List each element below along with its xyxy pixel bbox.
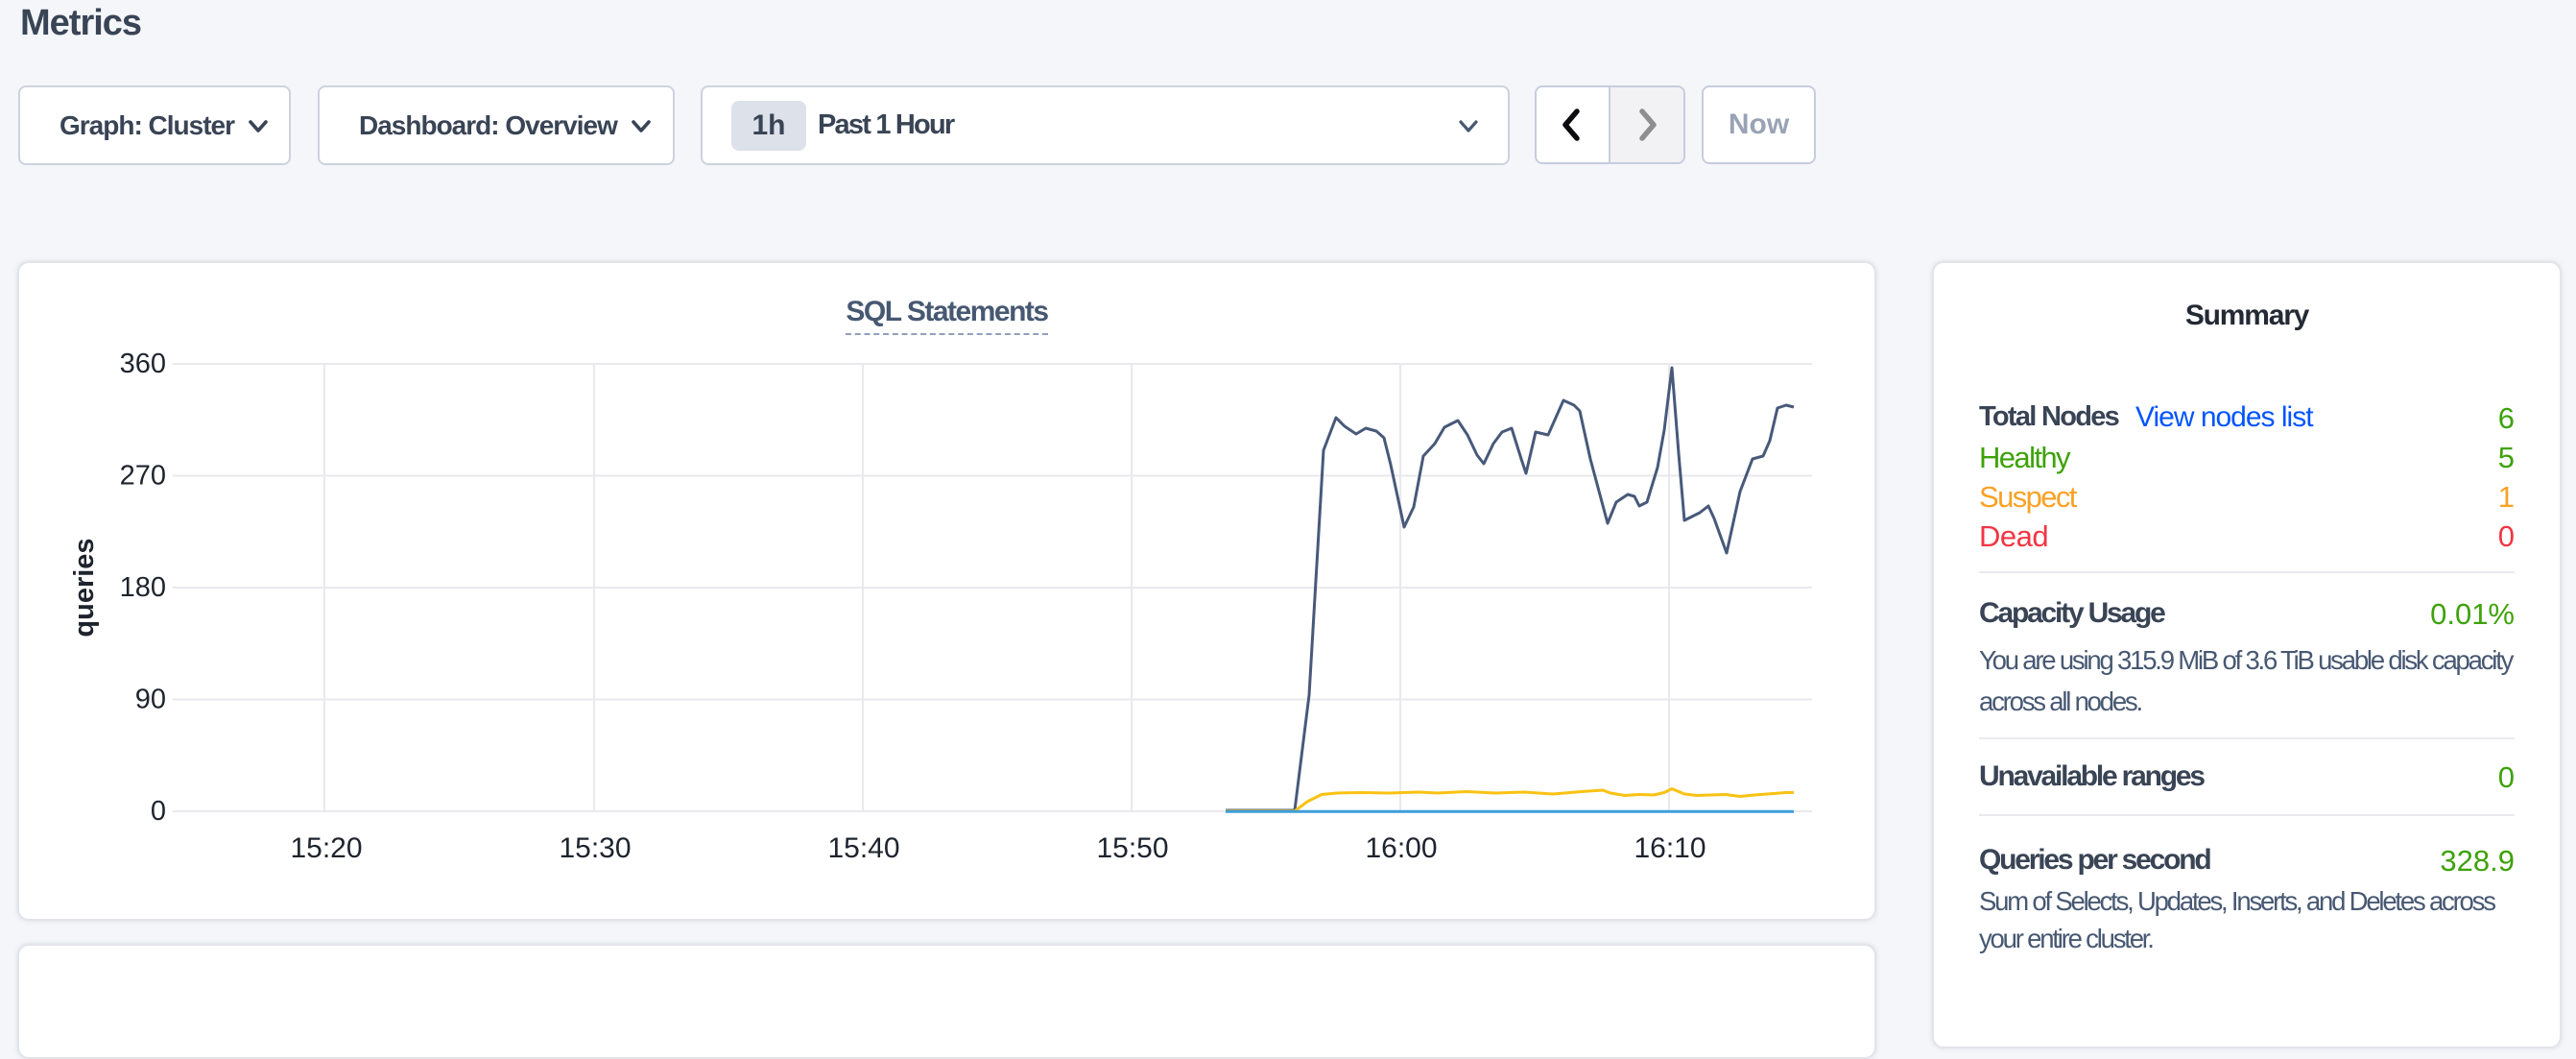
svg-text:15:50: 15:50	[1096, 832, 1168, 864]
svg-text:360: 360	[120, 349, 166, 379]
svg-text:15:30: 15:30	[559, 832, 631, 864]
svg-text:0: 0	[151, 796, 166, 827]
svg-text:270: 270	[120, 461, 166, 492]
svg-text:15:40: 15:40	[827, 832, 899, 864]
svg-text:90: 90	[135, 685, 166, 715]
svg-text:15:20: 15:20	[290, 832, 362, 864]
svg-text:16:00: 16:00	[1365, 832, 1437, 864]
svg-text:16:10: 16:10	[1634, 832, 1705, 864]
svg-text:queries: queries	[69, 538, 100, 637]
svg-text:180: 180	[120, 572, 166, 603]
